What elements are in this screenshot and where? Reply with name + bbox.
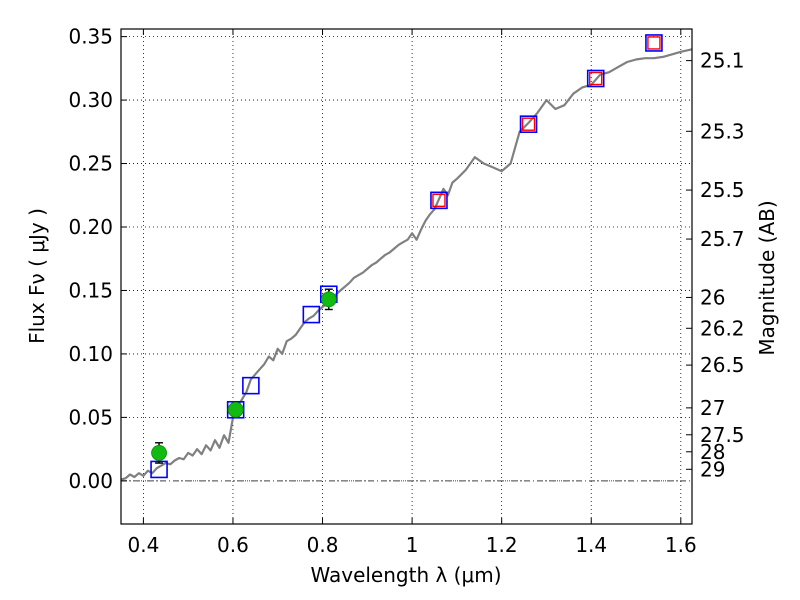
y-axis-label: Flux Fν ( μJy ): [25, 208, 49, 344]
y2-axis-label: Magnitude (AB): [755, 200, 779, 355]
inner-square-marker: [647, 36, 661, 50]
x-tick-label: 0.4: [127, 533, 159, 557]
x-tick-label: 1.6: [665, 533, 697, 557]
magnitude-tick-label: 27.5: [700, 423, 745, 447]
series-layer: [120, 34, 693, 481]
magnitude-tick-label: 29: [700, 457, 725, 481]
magnitude-tick-label: 26.5: [700, 353, 745, 377]
synthetic-square-marker: [519, 115, 538, 133]
magnitude-tick-label: 26: [700, 285, 725, 309]
ticks-layer: 0.4 0.6 0.8 1 1.2 1.4 1.6 0.00 0.05 0.10 0.15 0.20 0…: [68, 25, 744, 557]
y-tick-label: 0.35: [68, 25, 113, 49]
x-axis-label: Wavelength λ (μm): [310, 563, 501, 587]
magnitude-tick-label: 26.2: [700, 316, 745, 340]
x-tick-label: 0.8: [307, 533, 339, 557]
y-tick-label: 0.15: [68, 278, 113, 302]
observed-point-marker: [227, 401, 244, 418]
observed-point-marker: [320, 291, 337, 308]
inner-square-marker: [432, 193, 446, 208]
y-tick-label: 0.05: [68, 405, 113, 429]
y-tick-label: 0.10: [68, 342, 113, 366]
magnitude-tick-label: 25.5: [700, 178, 745, 202]
y-tick-label: 0.20: [68, 215, 113, 239]
synthetic-square-marker: [226, 400, 245, 419]
synthetic-square-marker: [302, 305, 321, 324]
x-tick-label: 1.4: [575, 533, 607, 557]
synthetic-square-marker: [645, 34, 663, 52]
magnitude-tick-label: 28: [700, 440, 725, 464]
magnitude-tick-label: 25.7: [700, 227, 745, 251]
synthetic-square-marker: [430, 191, 448, 210]
synthetic-square-marker: [586, 69, 605, 88]
magnitude-tick-label: 27: [700, 396, 725, 420]
synthetic-square-marker: [242, 376, 260, 395]
y-tick-label: 0.30: [68, 88, 113, 112]
y-tick-label: 0.00: [68, 469, 113, 493]
x-tick-label: 1: [406, 533, 419, 557]
grid-layer: [121, 29, 692, 524]
magnitude-tick-label: 25.3: [700, 119, 745, 143]
y-tick-label: 0.25: [68, 152, 113, 176]
magnitude-tick-label: 25.1: [700, 49, 745, 73]
plot-frame: [120, 28, 693, 525]
x-tick-label: 0.6: [217, 533, 249, 557]
x-tick-label: 1.2: [486, 533, 518, 557]
inner-square-marker: [589, 71, 603, 86]
observed-point-marker: [151, 445, 167, 461]
model-spectrum-line: [120, 48, 693, 481]
inner-square-marker: [521, 117, 536, 131]
